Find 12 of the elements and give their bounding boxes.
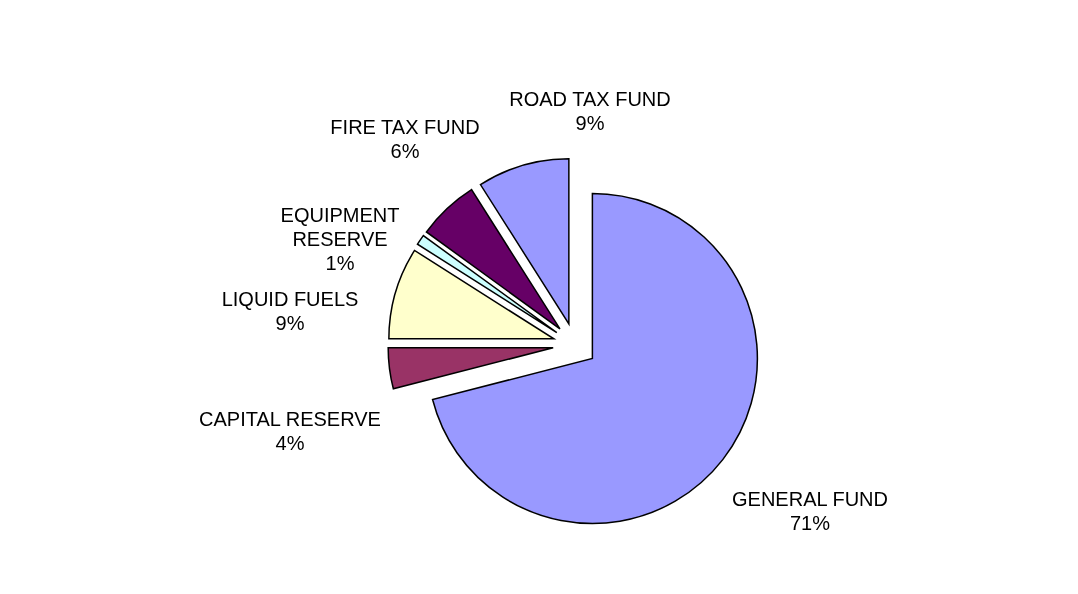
slice-label: EQUIPMENT RESERVE xyxy=(280,204,400,250)
slice-label: LIQUID FUELS xyxy=(221,288,359,310)
data-label: 9% xyxy=(575,112,605,134)
data-label: 1% xyxy=(325,252,355,274)
data-label: 9% xyxy=(275,312,305,334)
slice-label: ROAD TAX FUND xyxy=(509,88,671,110)
data-label: 4% xyxy=(275,432,305,454)
data-label: 6% xyxy=(390,140,420,162)
data-label: 71% xyxy=(789,512,831,534)
slice-label: CAPITAL RESERVE xyxy=(199,408,381,430)
slice-label: FIRE TAX FUND xyxy=(330,116,480,138)
slice-label: GENERAL FUND xyxy=(732,488,888,510)
